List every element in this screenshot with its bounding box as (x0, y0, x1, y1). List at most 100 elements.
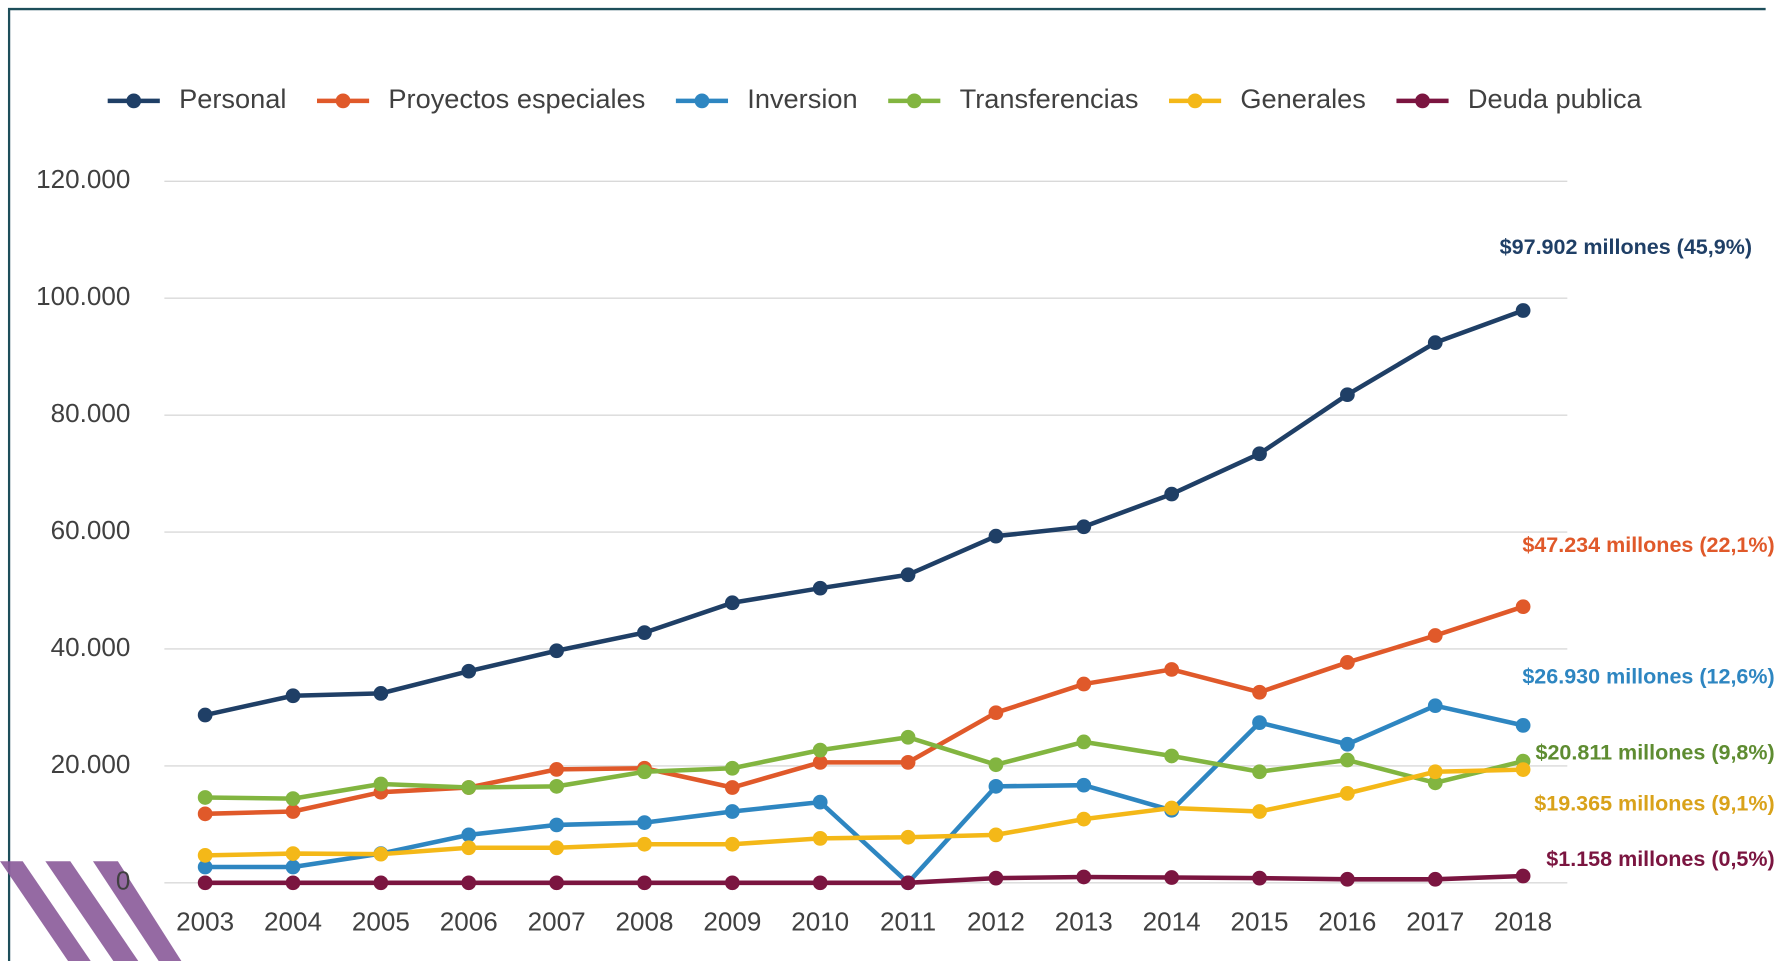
data-point (197, 806, 213, 822)
y-tick-label: 80.000 (51, 398, 131, 428)
data-point (1340, 655, 1355, 670)
x-tick-label: 2004 (264, 906, 322, 936)
x-tick-label: 2009 (703, 906, 761, 936)
data-point (812, 755, 828, 770)
series-line (205, 703, 1524, 886)
data-point (1427, 764, 1443, 780)
data-point (988, 870, 1004, 886)
data-point (285, 688, 301, 704)
data-point (812, 580, 828, 596)
data-point (988, 528, 1004, 544)
data-point (1427, 335, 1443, 351)
data-point (1427, 775, 1443, 791)
data-point (285, 791, 301, 806)
data-point (285, 859, 301, 875)
data-point (1427, 698, 1443, 714)
legend-label: Deuda publica (1468, 83, 1643, 114)
data-point (549, 643, 564, 659)
data-point (1076, 676, 1092, 692)
end-label: $1.158 millones (0,5%) (1546, 847, 1774, 871)
legend-marker (694, 93, 710, 109)
data-point (461, 827, 477, 843)
data-point (637, 764, 652, 780)
legend-label: Generales (1240, 83, 1365, 114)
data-point (1076, 811, 1092, 827)
x-tick-label: 2008 (615, 906, 673, 936)
data-point (197, 790, 213, 805)
x-tick-label: 2012 (967, 906, 1025, 936)
legend-marker (1187, 93, 1203, 109)
data-point (1076, 734, 1092, 750)
y-tick-label: 0 (116, 866, 131, 896)
x-tick-label: 2005 (352, 906, 410, 936)
x-tick-label: 2007 (528, 906, 586, 936)
data-point (812, 742, 828, 758)
y-tick-label: 60.000 (51, 515, 131, 545)
data-point (1164, 870, 1180, 885)
data-point (285, 804, 301, 819)
y-tick-label: 120.000 (36, 164, 130, 194)
grid: 0 20.000 40.000 60.000 80.000 100.000 120.000 2… (36, 164, 1568, 936)
data-point (1515, 303, 1531, 318)
data-point (549, 817, 564, 833)
data-point (197, 707, 213, 723)
data-point (1340, 387, 1355, 403)
end-label: $20.811 millones (9,8%) (1536, 740, 1775, 764)
data-point (1164, 486, 1180, 502)
x-tick-label: 2013 (1055, 906, 1113, 936)
end-label: $26.930 millones (12,6%) (1522, 664, 1774, 688)
data-point (1164, 748, 1180, 764)
y-tick-label: 100.000 (36, 281, 130, 311)
legend-label: Inversion (747, 83, 857, 114)
data-point (461, 663, 477, 679)
data-point (724, 595, 740, 611)
data-point (1252, 870, 1267, 886)
data-point (724, 875, 740, 891)
x-tick-label: 2017 (1406, 906, 1464, 936)
data-point (461, 780, 477, 795)
x-tick-label: 2011 (880, 906, 936, 936)
y-tick-label: 40.000 (51, 632, 131, 662)
data-point (1340, 786, 1355, 801)
x-tick-label: 2014 (1143, 906, 1201, 936)
data-point (373, 686, 389, 701)
series-line (205, 604, 1524, 817)
data-point (724, 780, 740, 795)
data-point (988, 705, 1004, 721)
data-point (1252, 684, 1267, 700)
legend-marker (126, 93, 142, 109)
data-point (1252, 715, 1267, 730)
data-point (724, 804, 740, 819)
data-point (637, 836, 652, 852)
data-point (1252, 764, 1267, 780)
data-point (1515, 868, 1531, 884)
legend-label: Transferencias (960, 83, 1139, 114)
data-point (637, 625, 652, 640)
data-point (1515, 762, 1531, 777)
legend-marker (1415, 93, 1430, 109)
legend-label: Proyectos especiales (388, 83, 645, 114)
plot (197, 303, 1531, 891)
x-tick-label: 2018 (1494, 906, 1552, 936)
data-point (988, 778, 1004, 794)
data-point (812, 875, 828, 891)
data-point (197, 875, 213, 891)
data-point (197, 859, 213, 875)
data-point (900, 875, 916, 891)
end-label: $19.365 millones (9,1%) (1534, 791, 1774, 815)
series-line (205, 734, 1524, 801)
data-point (812, 831, 828, 846)
data-point (373, 875, 389, 891)
data-point (1340, 752, 1355, 768)
series-line (205, 873, 1524, 886)
data-point (1515, 599, 1531, 615)
data-point (1252, 804, 1267, 819)
data-point (988, 827, 1004, 843)
series-line (205, 767, 1524, 858)
data-point (461, 875, 477, 891)
data-point (988, 757, 1004, 773)
legend-label: Personal (179, 83, 286, 114)
data-point (900, 729, 916, 745)
data-point (549, 778, 564, 794)
